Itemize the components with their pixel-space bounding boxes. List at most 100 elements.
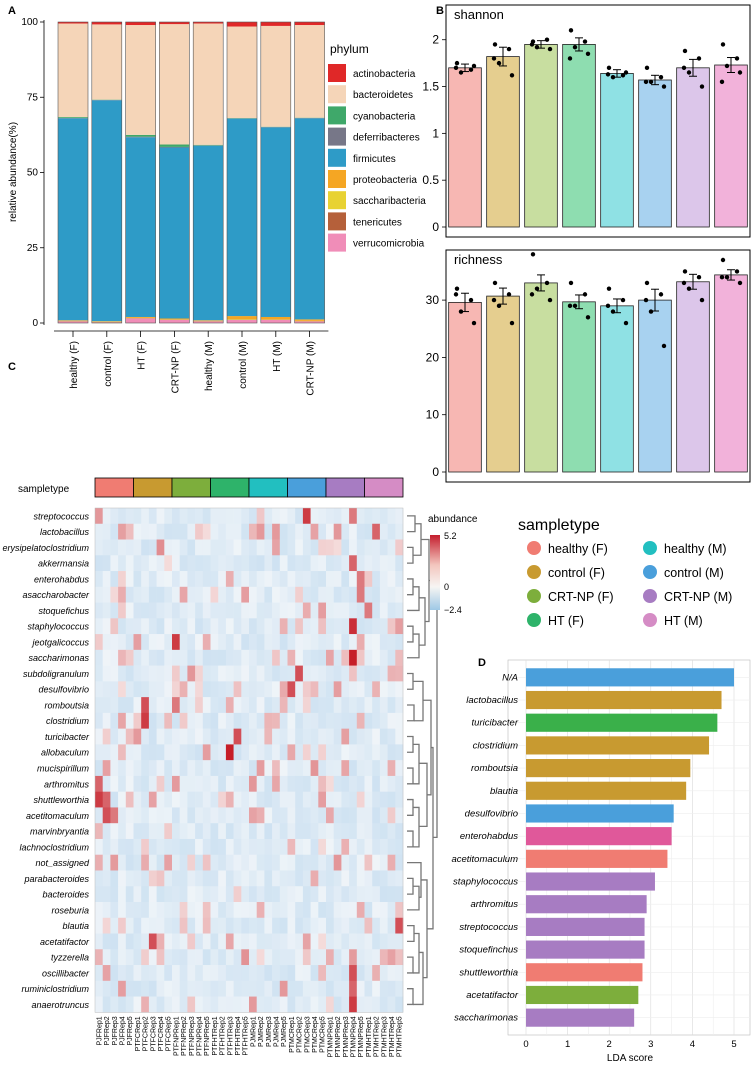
heatmap-cell	[210, 634, 219, 651]
heatmap-cell	[372, 838, 381, 856]
heatmap-cell	[95, 791, 103, 808]
heatmap-cell	[133, 902, 142, 919]
heatmap-cell	[118, 902, 127, 919]
heatmap-cell	[372, 681, 381, 698]
heatmap-cell	[218, 823, 227, 840]
data-point	[648, 309, 654, 314]
heatmap-cell	[333, 886, 342, 903]
heatmap-cell	[156, 965, 165, 982]
heatmap-cell	[310, 838, 319, 856]
heatmap-cell	[133, 775, 142, 792]
lda-bar-N/A	[526, 668, 734, 687]
heatmap-cell	[272, 996, 281, 1013]
heatmap-cell	[379, 555, 388, 572]
heatmap-cell	[95, 634, 103, 651]
heatmap-cell	[341, 902, 350, 919]
heatmap-cell	[249, 602, 257, 619]
heatmap-cell	[395, 980, 404, 997]
heatmap-cell	[318, 602, 327, 619]
data-point	[734, 269, 740, 274]
heatmap-cell	[95, 728, 103, 745]
heatmap-cell	[295, 681, 304, 698]
heatmap-cell	[95, 665, 103, 682]
col-label: PTFHTRep1	[212, 1016, 219, 1055]
heatmap-cell	[179, 555, 188, 572]
heatmap-cell	[264, 791, 273, 808]
data-point	[509, 320, 515, 326]
heatmap-cell	[249, 586, 257, 603]
heatmap-cell	[318, 965, 327, 982]
data-point	[696, 274, 702, 280]
heatmap-cell	[272, 949, 281, 966]
heatmap-cell	[379, 980, 388, 997]
heatmap-cell	[387, 933, 396, 950]
heatmap-cell	[356, 791, 365, 808]
heatmap-cell	[125, 917, 134, 934]
heatmap-cell	[326, 838, 334, 856]
dendrogram-branch	[407, 704, 415, 722]
heatmap-cell	[118, 712, 127, 729]
heatmap-cell	[95, 886, 103, 903]
heatmap-cell	[295, 949, 304, 966]
heatmap-cell	[102, 823, 111, 840]
row-label: acetatifactor	[40, 937, 90, 947]
heatmap-cell	[295, 634, 304, 651]
heatmap-cell	[256, 933, 265, 950]
heatmap-cell	[264, 775, 273, 792]
lda-label: turicibacter	[472, 718, 519, 729]
heatmap-cell	[164, 571, 173, 588]
heatmap-cell	[326, 870, 334, 887]
heatmap-cell	[118, 602, 127, 619]
heatmap-cell	[141, 728, 150, 745]
heatmap-cell	[326, 996, 334, 1013]
heatmap-cell	[295, 649, 304, 666]
heatmap-cell	[326, 539, 334, 556]
heatmap-cell	[110, 523, 119, 540]
heatmap-cell	[210, 618, 219, 635]
heatmap-cell	[379, 823, 388, 840]
heatmap-cell	[218, 965, 227, 982]
col-label: PJMRep4	[273, 1016, 280, 1047]
heatmap-cell	[195, 886, 204, 903]
heatmap-cell	[356, 838, 365, 856]
heatmap-cell	[164, 602, 173, 619]
heatmap-cell	[148, 965, 157, 982]
heatmap-cell	[341, 933, 350, 950]
heatmap-cell	[302, 980, 311, 997]
heatmap-cell	[395, 681, 404, 698]
heatmap-cell	[202, 854, 211, 871]
heatmap-cell	[156, 602, 165, 619]
row-label: lactobacillus	[40, 527, 90, 537]
col-label: PTFCRep2	[143, 1016, 150, 1051]
legend-label-3: HT (F)	[548, 614, 584, 628]
heatmap-cell	[164, 965, 173, 982]
heatmap-cell	[264, 571, 273, 588]
heatmap-cell	[110, 775, 119, 792]
heatmap-cell	[333, 681, 342, 698]
heatmap-cell	[95, 697, 103, 714]
bar-CRT-NP (M)	[676, 67, 710, 228]
heatmap-cell	[179, 712, 188, 729]
heatmap-cell	[141, 933, 150, 950]
heatmap-cell	[156, 949, 165, 966]
heatmap-cell	[233, 854, 242, 871]
heatmap-cell	[302, 508, 311, 525]
heatmap-cell	[148, 949, 157, 966]
stack-segment-bacteroidetes	[125, 25, 156, 135]
heatmap-cell	[349, 933, 358, 950]
heatmap-cell	[102, 760, 111, 777]
legend-label-tenericutes: tenericutes	[353, 217, 402, 228]
heatmap-cell	[164, 634, 173, 651]
heatmap-cell	[318, 854, 327, 871]
heatmap-cell	[287, 870, 296, 887]
heatmap-cell	[272, 555, 281, 572]
heatmap-cell	[279, 744, 288, 761]
heatmap-cell	[179, 634, 188, 651]
dendrogram-branch	[407, 735, 414, 753]
heatmap-cell	[302, 902, 311, 919]
heatmap-cell	[326, 697, 334, 714]
color-scale	[430, 535, 440, 610]
heatmap-cell	[256, 965, 265, 982]
heatmap-cell	[387, 760, 396, 777]
heatmap-cell	[95, 539, 103, 556]
